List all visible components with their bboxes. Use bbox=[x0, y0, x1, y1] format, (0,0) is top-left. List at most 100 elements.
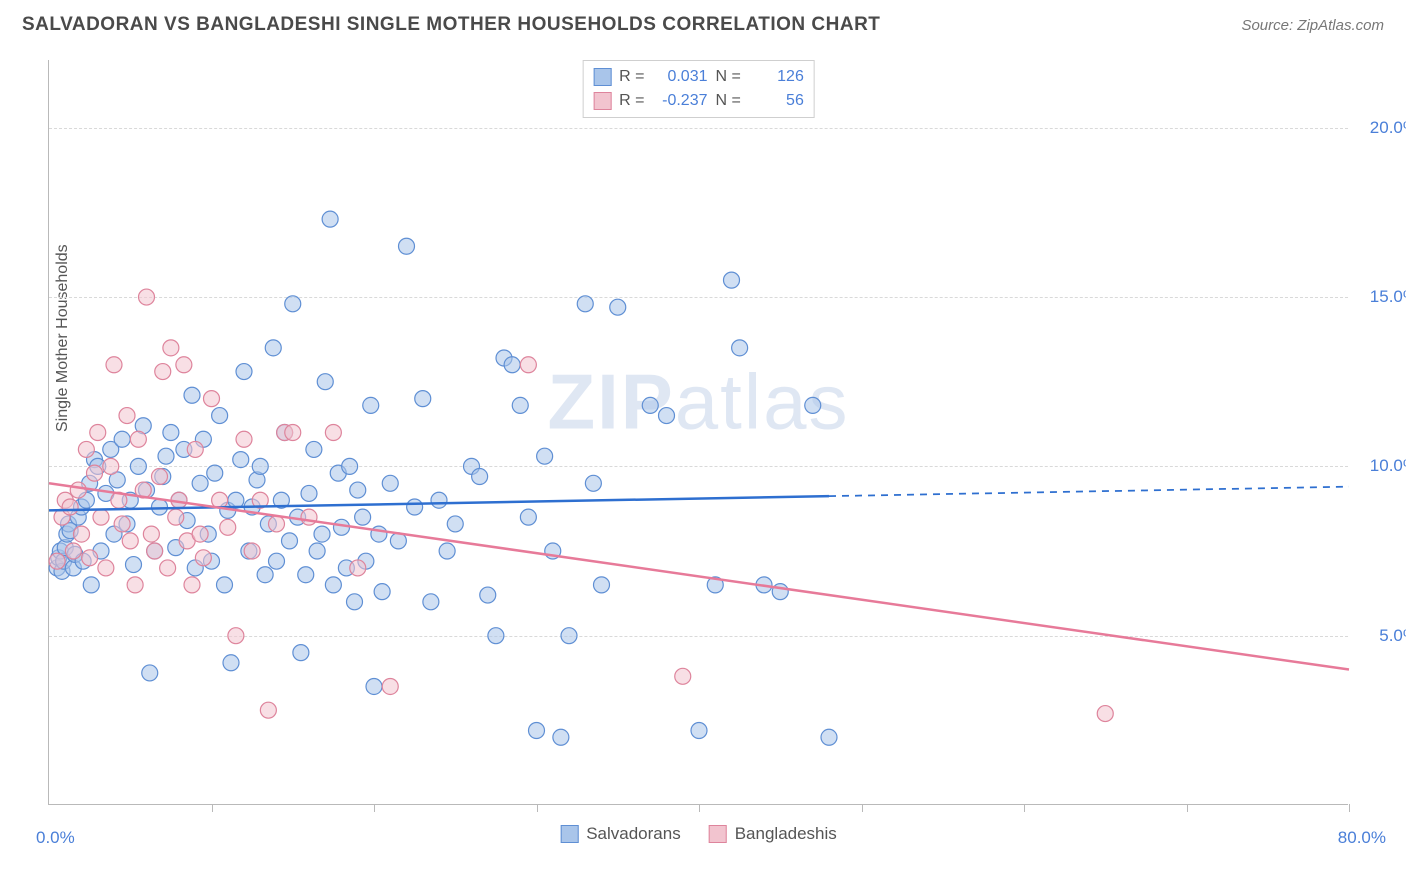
y-tick-label: 10.0% bbox=[1370, 456, 1406, 476]
data-point bbox=[160, 560, 176, 576]
data-point bbox=[447, 516, 463, 532]
regression-line-extrapolated bbox=[829, 487, 1349, 496]
data-point bbox=[301, 485, 317, 501]
data-point bbox=[257, 567, 273, 583]
data-point bbox=[90, 425, 106, 441]
data-point bbox=[147, 543, 163, 559]
data-point bbox=[106, 357, 122, 373]
correlation-stats-box: R = 0.031 N = 126 R = -0.237 N = 56 bbox=[582, 60, 815, 118]
regression-line bbox=[49, 483, 1349, 669]
chart-title: SALVADORAN VS BANGLADESHI SINGLE MOTHER … bbox=[22, 14, 880, 36]
data-point bbox=[317, 374, 333, 390]
data-point bbox=[207, 465, 223, 481]
data-point bbox=[363, 397, 379, 413]
r-label: R = bbox=[619, 65, 644, 89]
data-point bbox=[233, 452, 249, 468]
data-point bbox=[298, 567, 314, 583]
x-tick bbox=[1187, 804, 1188, 812]
data-point bbox=[163, 425, 179, 441]
data-point bbox=[577, 296, 593, 312]
data-point bbox=[184, 387, 200, 403]
data-point bbox=[87, 465, 103, 481]
r-label: R = bbox=[619, 89, 644, 113]
data-point bbox=[184, 577, 200, 593]
data-point bbox=[504, 357, 520, 373]
y-tick-label: 15.0% bbox=[1370, 287, 1406, 307]
data-point bbox=[220, 519, 236, 535]
data-point bbox=[325, 577, 341, 593]
data-point bbox=[74, 526, 90, 542]
data-point bbox=[642, 397, 658, 413]
data-point bbox=[407, 499, 423, 515]
data-point bbox=[65, 543, 81, 559]
data-point bbox=[472, 469, 488, 485]
data-point bbox=[285, 425, 301, 441]
data-point bbox=[675, 668, 691, 684]
data-point bbox=[192, 526, 208, 542]
data-point bbox=[382, 475, 398, 491]
series2-n-value: 56 bbox=[749, 89, 804, 113]
data-point bbox=[103, 458, 119, 474]
data-point bbox=[204, 391, 220, 407]
data-point bbox=[98, 560, 114, 576]
data-point bbox=[82, 550, 98, 566]
chart-plot-area: Single Mother Households ZIPatlas 5.0%10… bbox=[48, 60, 1348, 805]
data-point bbox=[252, 458, 268, 474]
data-point bbox=[49, 553, 65, 569]
data-point bbox=[423, 594, 439, 610]
data-point bbox=[152, 499, 168, 515]
data-point bbox=[228, 628, 244, 644]
series1-r-value: 0.031 bbox=[653, 65, 708, 89]
data-point bbox=[62, 499, 78, 515]
data-point bbox=[142, 665, 158, 681]
data-point bbox=[163, 340, 179, 356]
data-point bbox=[293, 645, 309, 661]
data-point bbox=[322, 211, 338, 227]
n-label: N = bbox=[716, 89, 741, 113]
x-tick bbox=[374, 804, 375, 812]
data-point bbox=[382, 678, 398, 694]
data-point bbox=[724, 272, 740, 288]
data-point bbox=[342, 458, 358, 474]
data-point bbox=[119, 408, 135, 424]
data-point bbox=[130, 458, 146, 474]
data-point bbox=[529, 723, 545, 739]
data-point bbox=[334, 519, 350, 535]
data-point bbox=[192, 475, 208, 491]
data-point bbox=[217, 577, 233, 593]
x-axis-min-label: 0.0% bbox=[36, 828, 75, 848]
data-point bbox=[269, 553, 285, 569]
data-point bbox=[176, 357, 192, 373]
data-point bbox=[520, 357, 536, 373]
data-point bbox=[285, 296, 301, 312]
y-tick-label: 5.0% bbox=[1379, 626, 1406, 646]
series1-n-value: 126 bbox=[749, 65, 804, 89]
data-point bbox=[282, 533, 298, 549]
series2-r-value: -0.237 bbox=[653, 89, 708, 113]
x-tick bbox=[212, 804, 213, 812]
data-point bbox=[488, 628, 504, 644]
data-point bbox=[374, 584, 390, 600]
data-point bbox=[805, 397, 821, 413]
legend-label-1: Salvadorans bbox=[586, 824, 681, 844]
legend-item-2: Bangladeshis bbox=[709, 824, 837, 844]
data-point bbox=[306, 441, 322, 457]
n-label: N = bbox=[716, 65, 741, 89]
data-point bbox=[265, 340, 281, 356]
legend-swatch-2 bbox=[709, 825, 727, 843]
data-point bbox=[691, 723, 707, 739]
data-point bbox=[93, 509, 109, 525]
x-tick bbox=[537, 804, 538, 812]
data-point bbox=[223, 655, 239, 671]
data-point bbox=[520, 509, 536, 525]
source-attribution: Source: ZipAtlas.com bbox=[1241, 17, 1384, 34]
data-point bbox=[415, 391, 431, 407]
data-point bbox=[83, 577, 99, 593]
legend-swatch-1 bbox=[560, 825, 578, 843]
data-point bbox=[244, 543, 260, 559]
data-point bbox=[114, 516, 130, 532]
legend: Salvadorans Bangladeshis bbox=[560, 824, 837, 844]
legend-label-2: Bangladeshis bbox=[735, 824, 837, 844]
data-point bbox=[610, 299, 626, 315]
data-point bbox=[561, 628, 577, 644]
